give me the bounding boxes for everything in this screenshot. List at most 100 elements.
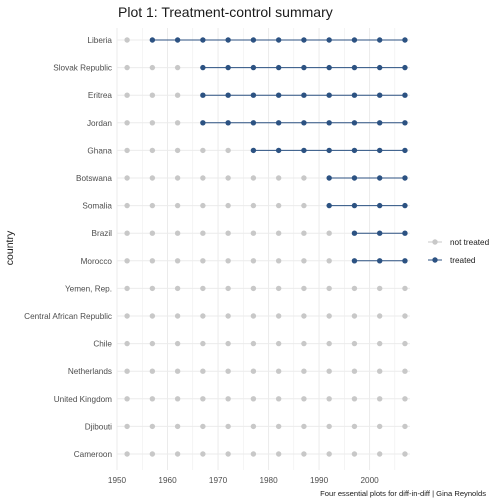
treated-point <box>351 202 358 209</box>
not-treated-point <box>250 423 257 430</box>
not-treated-point <box>149 423 156 430</box>
not-treated-point <box>174 313 181 319</box>
treated-point <box>225 120 231 126</box>
not-treated-point <box>225 147 231 154</box>
not-treated-point <box>301 423 307 430</box>
not-treated-point <box>376 451 383 457</box>
not-treated-point <box>149 451 156 457</box>
treated-point <box>351 258 358 264</box>
not-treated-point <box>124 175 130 181</box>
treated-point <box>200 92 206 98</box>
not-treated-point <box>124 285 130 292</box>
treated-point <box>326 120 332 126</box>
not-treated-point <box>200 285 206 292</box>
not-treated-point <box>174 92 181 98</box>
not-treated-point <box>250 340 257 347</box>
not-treated-point <box>124 451 130 457</box>
treated-point <box>250 147 257 154</box>
treated-point <box>326 92 332 98</box>
not-treated-point <box>351 396 358 402</box>
not-treated-point <box>124 64 130 71</box>
treated-point <box>301 64 307 71</box>
y-tick-label: Ghana <box>87 146 112 155</box>
not-treated-point <box>402 313 408 319</box>
not-treated-point <box>326 396 332 402</box>
not-treated-point <box>376 368 383 374</box>
treated-point <box>301 37 307 43</box>
country-row <box>124 451 408 457</box>
not-treated-point <box>200 396 206 402</box>
treated-point <box>402 120 408 126</box>
not-treated-point <box>149 285 156 292</box>
treated-point <box>275 120 282 126</box>
not-treated-point <box>225 230 231 236</box>
treated-point <box>376 258 383 264</box>
treated-point <box>301 92 307 98</box>
not-treated-point <box>275 423 282 430</box>
legend-treated: treated <box>428 256 476 265</box>
treated-point <box>402 230 408 236</box>
not-treated-point <box>250 230 257 236</box>
not-treated-point <box>351 423 358 430</box>
not-treated-point <box>275 258 282 264</box>
treated-point <box>275 92 282 98</box>
not-treated-point <box>326 313 332 319</box>
not-treated-point <box>402 423 408 430</box>
not-treated-point <box>124 37 130 43</box>
treated-point <box>326 202 332 209</box>
not-treated-point <box>301 258 307 264</box>
y-tick-label: Eritrea <box>88 91 113 100</box>
not-treated-point <box>275 175 282 181</box>
treated-point <box>351 37 358 43</box>
not-treated-point <box>200 368 206 374</box>
not-treated-point <box>149 313 156 319</box>
treated-point <box>376 230 383 236</box>
treated-point <box>402 175 408 181</box>
treated-point <box>149 37 156 43</box>
x-tick-label: 1970 <box>209 476 228 485</box>
not-treated-point <box>149 64 156 71</box>
caption: Four essential plots for diff-in-diff | … <box>320 489 486 498</box>
treated-point <box>351 64 358 71</box>
not-treated-point <box>174 451 181 457</box>
not-treated-point <box>275 451 282 457</box>
not-treated-point <box>250 202 257 209</box>
y-tick-label: Liberia <box>87 36 112 45</box>
not-treated-point <box>326 230 332 236</box>
country-row <box>124 230 408 236</box>
y-tick-label: Slovak Republic <box>53 64 112 73</box>
grid-layer <box>116 28 410 470</box>
not-treated-point <box>124 147 130 154</box>
x-tick-label: 2000 <box>360 476 379 485</box>
not-treated-point <box>174 230 181 236</box>
not-treated-point <box>326 451 332 457</box>
not-treated-point <box>326 423 332 430</box>
not-treated-point <box>250 396 257 402</box>
not-treated-point <box>250 313 257 319</box>
country-row <box>124 368 408 374</box>
not-treated-point <box>124 202 130 209</box>
not-treated-point <box>149 202 156 209</box>
y-tick-label: Brazil <box>92 229 113 238</box>
treated-point <box>376 202 383 209</box>
not-treated-point <box>326 340 332 347</box>
y-tick-label: Botswana <box>76 174 112 183</box>
chart-title: Plot 1: Treatment-control summary <box>118 4 333 20</box>
treated-point <box>376 92 383 98</box>
not-treated-point <box>225 175 231 181</box>
not-treated-point <box>124 120 130 126</box>
legend-label: treated <box>450 256 476 265</box>
not-treated-point <box>225 340 231 347</box>
treated-point <box>200 37 206 43</box>
country-row <box>124 120 408 126</box>
not-treated-point <box>250 451 257 457</box>
not-treated-point <box>149 396 156 402</box>
treated-point <box>351 120 358 126</box>
legend-key-point <box>432 257 438 263</box>
not-treated-point <box>301 313 307 319</box>
not-treated-point <box>174 175 181 181</box>
not-treated-point <box>174 64 181 71</box>
y-tick-label: Somalia <box>82 202 112 211</box>
not-treated-point <box>124 313 130 319</box>
